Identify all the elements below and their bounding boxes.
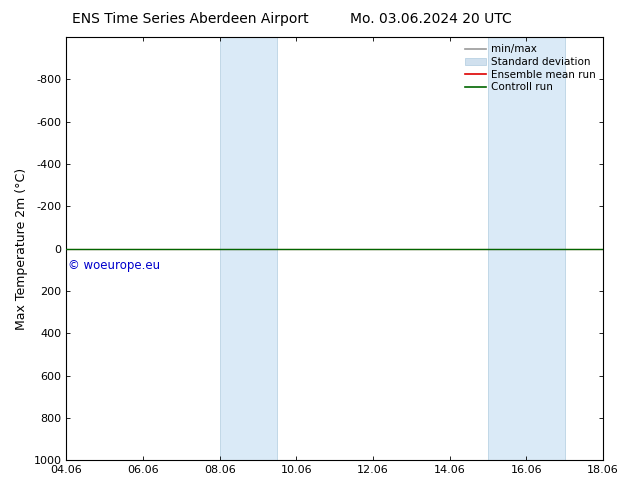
Text: Mo. 03.06.2024 20 UTC: Mo. 03.06.2024 20 UTC: [350, 12, 512, 26]
Y-axis label: Max Temperature 2m (°C): Max Temperature 2m (°C): [15, 168, 28, 330]
Text: ENS Time Series Aberdeen Airport: ENS Time Series Aberdeen Airport: [72, 12, 309, 26]
Bar: [220, 37, 277, 460]
Bar: [488, 37, 565, 460]
Legend: min/max, Standard deviation, Ensemble mean run, Controll run: min/max, Standard deviation, Ensemble me…: [463, 42, 598, 94]
Text: © woeurope.eu: © woeurope.eu: [68, 259, 160, 272]
